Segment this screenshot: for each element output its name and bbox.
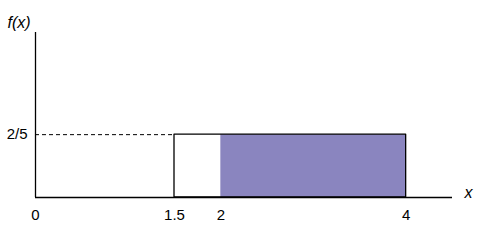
svg-text:2: 2 bbox=[217, 206, 225, 223]
svg-text:1.5: 1.5 bbox=[164, 206, 185, 223]
svg-text:4: 4 bbox=[402, 206, 410, 223]
svg-text:x: x bbox=[464, 184, 474, 201]
svg-text:f(x): f(x) bbox=[8, 14, 31, 31]
svg-text:0: 0 bbox=[31, 206, 39, 223]
svg-text:2/5: 2/5 bbox=[7, 125, 28, 142]
